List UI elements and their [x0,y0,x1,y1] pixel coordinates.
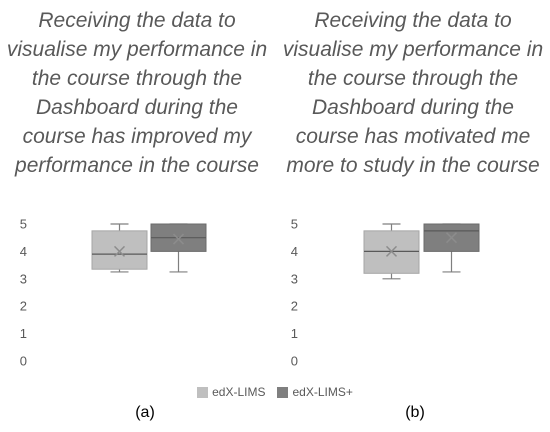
chart-a-edx-lims-box [91,230,148,270]
chart-b-title: Receiving the data to visualise my perfo… [282,9,544,177]
legend-label-edx-lims-plus: edX-LIMS+ [292,385,353,399]
chart-b-ytick-label: 1 [291,326,298,341]
legend-label-edx-lims: edX-LIMS [212,385,266,399]
legend-swatch-edx-lims-plus [277,386,289,398]
chart-a-ytick-label: 2 [20,299,27,314]
chart-b-edx-lims-mean-marker [385,245,398,257]
chart-b-ytick-label: 2 [291,299,298,314]
legend-swatch-edx-lims [197,386,209,398]
chart-b-ytick-label: 5 [291,217,298,232]
chart-a-ytick-label: 3 [20,271,27,286]
chart-b-ytick-label: 4 [291,244,298,259]
legend-item-edx-lims-plus: edX-LIMS+ [277,385,353,399]
chart-a-ytick-label: 0 [20,354,27,369]
chart-a-edx-lims-plus-mean-marker [172,233,185,245]
chart-a-edx-lims-mean-marker [113,245,126,257]
chart-a-ytick-label: 1 [20,326,27,341]
chart-b-caption: (b) [405,404,425,421]
legend-item-edx-lims: edX-LIMS [197,385,265,399]
chart-b-edx-lims-plus-mean-marker [445,232,458,244]
chart-a-ytick-label: 4 [20,244,27,259]
chart-legend: edX-LIMS edX-LIMS+ [0,385,550,399]
chart-a-caption: (a) [135,404,155,421]
chart-b-ytick-label: 3 [291,271,298,286]
chart-b-ytick-label: 0 [291,354,298,369]
boxplot-charts: 0 1 2 3 4 5 0 1 2 3 4 5 [20,217,480,369]
chart-a-ytick-label: 5 [20,217,27,232]
chart-a-title: Receiving the data to visualise my perfo… [6,9,268,177]
